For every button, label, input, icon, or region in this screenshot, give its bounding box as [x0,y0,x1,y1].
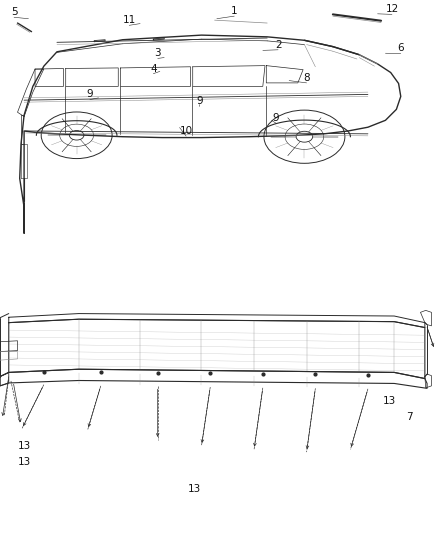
Text: 10: 10 [180,126,193,136]
Text: 8: 8 [303,72,310,83]
Text: 7: 7 [406,412,413,422]
Text: 13: 13 [382,396,396,406]
Text: 4: 4 [150,63,157,74]
Text: 9: 9 [272,113,279,123]
Text: 12: 12 [385,4,399,14]
Text: 13: 13 [18,441,31,451]
Text: 9: 9 [196,96,203,106]
Text: 1: 1 [231,6,238,16]
Text: 11: 11 [123,15,136,25]
Text: 6: 6 [397,43,404,53]
Text: 5: 5 [11,7,18,17]
Text: 3: 3 [154,49,161,58]
Text: 13: 13 [18,457,31,467]
Text: 2: 2 [275,39,282,50]
Text: 13: 13 [188,484,201,494]
Text: 9: 9 [86,90,93,100]
